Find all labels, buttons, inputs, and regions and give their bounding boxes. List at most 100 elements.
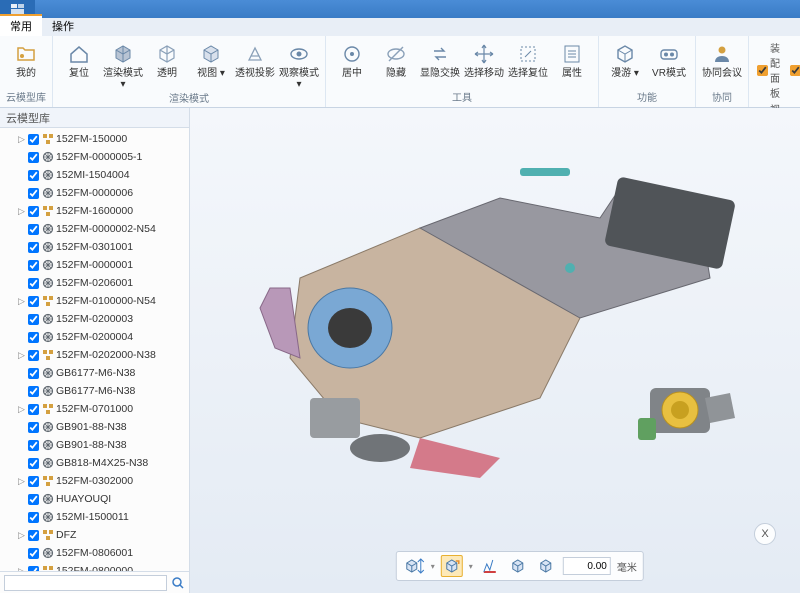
tree-node[interactable]: ▷152FM-0202000-N38 — [0, 346, 189, 364]
node-checkbox[interactable] — [28, 224, 39, 235]
node-checkbox[interactable] — [28, 170, 39, 181]
tree-node[interactable]: GB6177-M6-N38 — [0, 382, 189, 400]
tree-node[interactable]: ▷DFZ — [0, 526, 189, 544]
tree-node[interactable]: 152FM-0000002-N54 — [0, 220, 189, 238]
node-checkbox[interactable] — [28, 134, 39, 145]
node-checkbox[interactable] — [28, 206, 39, 217]
node-checkbox[interactable] — [28, 242, 39, 253]
ribbon-transp-button[interactable]: 透明 — [147, 38, 187, 79]
node-checkbox[interactable] — [28, 476, 39, 487]
axis-x-button[interactable] — [479, 555, 501, 577]
viewport-3d[interactable]: X ▾▾毫米 — [190, 108, 800, 593]
tree-node[interactable]: 152FM-0000001 — [0, 256, 189, 274]
node-checkbox[interactable] — [28, 458, 39, 469]
ribbon-selmove-button[interactable]: 选择移动 — [464, 38, 504, 79]
node-checkbox[interactable] — [28, 404, 39, 415]
tree-node[interactable]: GB818-M4X25-N38 — [0, 454, 189, 472]
node-label: 152FM-0701000 — [56, 403, 133, 415]
tree-node[interactable]: 152FM-0000006 — [0, 184, 189, 202]
visibility-check[interactable]: PMI — [790, 40, 800, 100]
ribbon-vr-button[interactable]: VR模式 — [649, 38, 689, 79]
part-icon — [41, 331, 54, 344]
checkbox[interactable] — [790, 65, 800, 76]
node-checkbox[interactable] — [28, 440, 39, 451]
ribbon-center-button[interactable]: 居中 — [332, 38, 372, 79]
tree-node[interactable]: 152MI-1500011 — [0, 508, 189, 526]
tree-node[interactable]: ▷152FM-150000 — [0, 130, 189, 148]
node-checkbox[interactable] — [28, 278, 39, 289]
ribbon-collab-button[interactable]: 协同会议 — [702, 38, 742, 79]
tree-node[interactable]: 152MI-1504004 — [0, 166, 189, 184]
tree-node[interactable]: 152FM-0000005-1 — [0, 148, 189, 166]
expander-icon[interactable]: ▷ — [18, 404, 28, 415]
ribbon-swap-button[interactable]: 显隐交换 — [420, 38, 460, 79]
node-checkbox[interactable] — [28, 512, 39, 523]
ribbon-selreset-button[interactable]: 选择复位 — [508, 38, 548, 79]
tree-node[interactable]: ▷ 152FM-0701000 — [0, 400, 189, 418]
ribbon-my-button[interactable]: 我的 — [6, 38, 46, 79]
axis-z-button[interactable] — [535, 555, 557, 577]
chevron-down-icon[interactable]: ▾ — [431, 562, 435, 571]
tree-node[interactable]: ▷152FM-1600000 — [0, 202, 189, 220]
node-checkbox[interactable] — [28, 494, 39, 505]
expander-icon[interactable]: ▷ — [18, 134, 28, 145]
ribbon-hide-button[interactable]: 隐藏 — [376, 38, 416, 79]
axis-y-button[interactable] — [507, 555, 529, 577]
expander-icon[interactable]: ▷ — [18, 206, 28, 217]
expander-icon[interactable]: ▷ — [18, 530, 28, 541]
node-checkbox[interactable] — [28, 296, 39, 307]
ribbon-obs-button[interactable]: 观察模式 ▾ — [279, 38, 319, 90]
ribbon-reset-button[interactable]: 复位 — [59, 38, 99, 79]
ribbon-button-label: 选择复位 — [508, 68, 548, 79]
visibility-check[interactable]: 装配面板 — [757, 40, 780, 100]
distance-input[interactable] — [563, 557, 611, 575]
ribbon-attr-button[interactable]: 属性 — [552, 38, 592, 79]
node-checkbox[interactable] — [28, 260, 39, 271]
scale-cube-button[interactable] — [441, 555, 463, 577]
ribbon-roam-button[interactable]: 漫游 ▾ — [605, 38, 645, 79]
tree-node[interactable]: 152FM-0200004 — [0, 328, 189, 346]
asm-icon — [41, 295, 54, 308]
tree-node[interactable]: ▷152FM-0800000 — [0, 562, 189, 571]
search-input[interactable] — [4, 575, 167, 591]
node-checkbox[interactable] — [28, 548, 39, 559]
node-checkbox[interactable] — [28, 314, 39, 325]
node-checkbox[interactable] — [28, 386, 39, 397]
expander-icon[interactable]: ▷ — [18, 296, 28, 307]
ribbon-button-label: 协同会议 — [702, 68, 742, 79]
node-checkbox[interactable] — [28, 350, 39, 361]
chevron-down-icon[interactable]: ▾ — [469, 562, 473, 571]
node-checkbox[interactable] — [28, 188, 39, 199]
search-icon[interactable] — [171, 576, 185, 590]
eye-icon — [287, 42, 311, 66]
tree-node[interactable]: ▷152FM-0100000-N54 — [0, 292, 189, 310]
tree-node[interactable]: 152FM-0206001 — [0, 274, 189, 292]
ribbon-view-button[interactable]: 视图 ▾ — [191, 38, 231, 79]
list-icon — [560, 42, 584, 66]
tree-node[interactable]: 152FM-0301001 — [0, 238, 189, 256]
expander-icon[interactable]: ▷ — [18, 476, 28, 487]
expander-icon[interactable]: ▷ — [18, 350, 28, 361]
tree-node[interactable]: 152FM-0200003 — [0, 310, 189, 328]
ribbon-tab[interactable]: 常用 — [0, 14, 42, 36]
part-icon — [41, 187, 54, 200]
node-checkbox[interactable] — [28, 368, 39, 379]
tree-node[interactable]: GB6177-M6-N38 — [0, 364, 189, 382]
tree-node[interactable]: GB901-88-N38 — [0, 418, 189, 436]
model-tree[interactable]: ▷152FM-150000152FM-0000005-1152MI-150400… — [0, 128, 189, 571]
node-checkbox[interactable] — [28, 152, 39, 163]
ribbon-persp-button[interactable]: 透视投影 — [235, 38, 275, 79]
checkbox[interactable] — [757, 65, 768, 76]
sidebar-title: 云模型库 — [6, 110, 50, 126]
node-checkbox[interactable] — [28, 332, 39, 343]
tree-node[interactable]: ▷152FM-0302000 — [0, 472, 189, 490]
close-button[interactable]: X — [754, 523, 776, 545]
ribbon-render-button[interactable]: 渲染模式 ▾ — [103, 38, 143, 90]
tree-node[interactable]: GB901-88-N38 — [0, 436, 189, 454]
node-checkbox[interactable] — [28, 530, 39, 541]
move-cube-button[interactable] — [403, 555, 425, 577]
ribbon-tab[interactable]: 操作 — [42, 16, 84, 36]
tree-node[interactable]: 152FM-0806001 — [0, 544, 189, 562]
node-checkbox[interactable] — [28, 422, 39, 433]
tree-node[interactable]: HUAYOUQI — [0, 490, 189, 508]
